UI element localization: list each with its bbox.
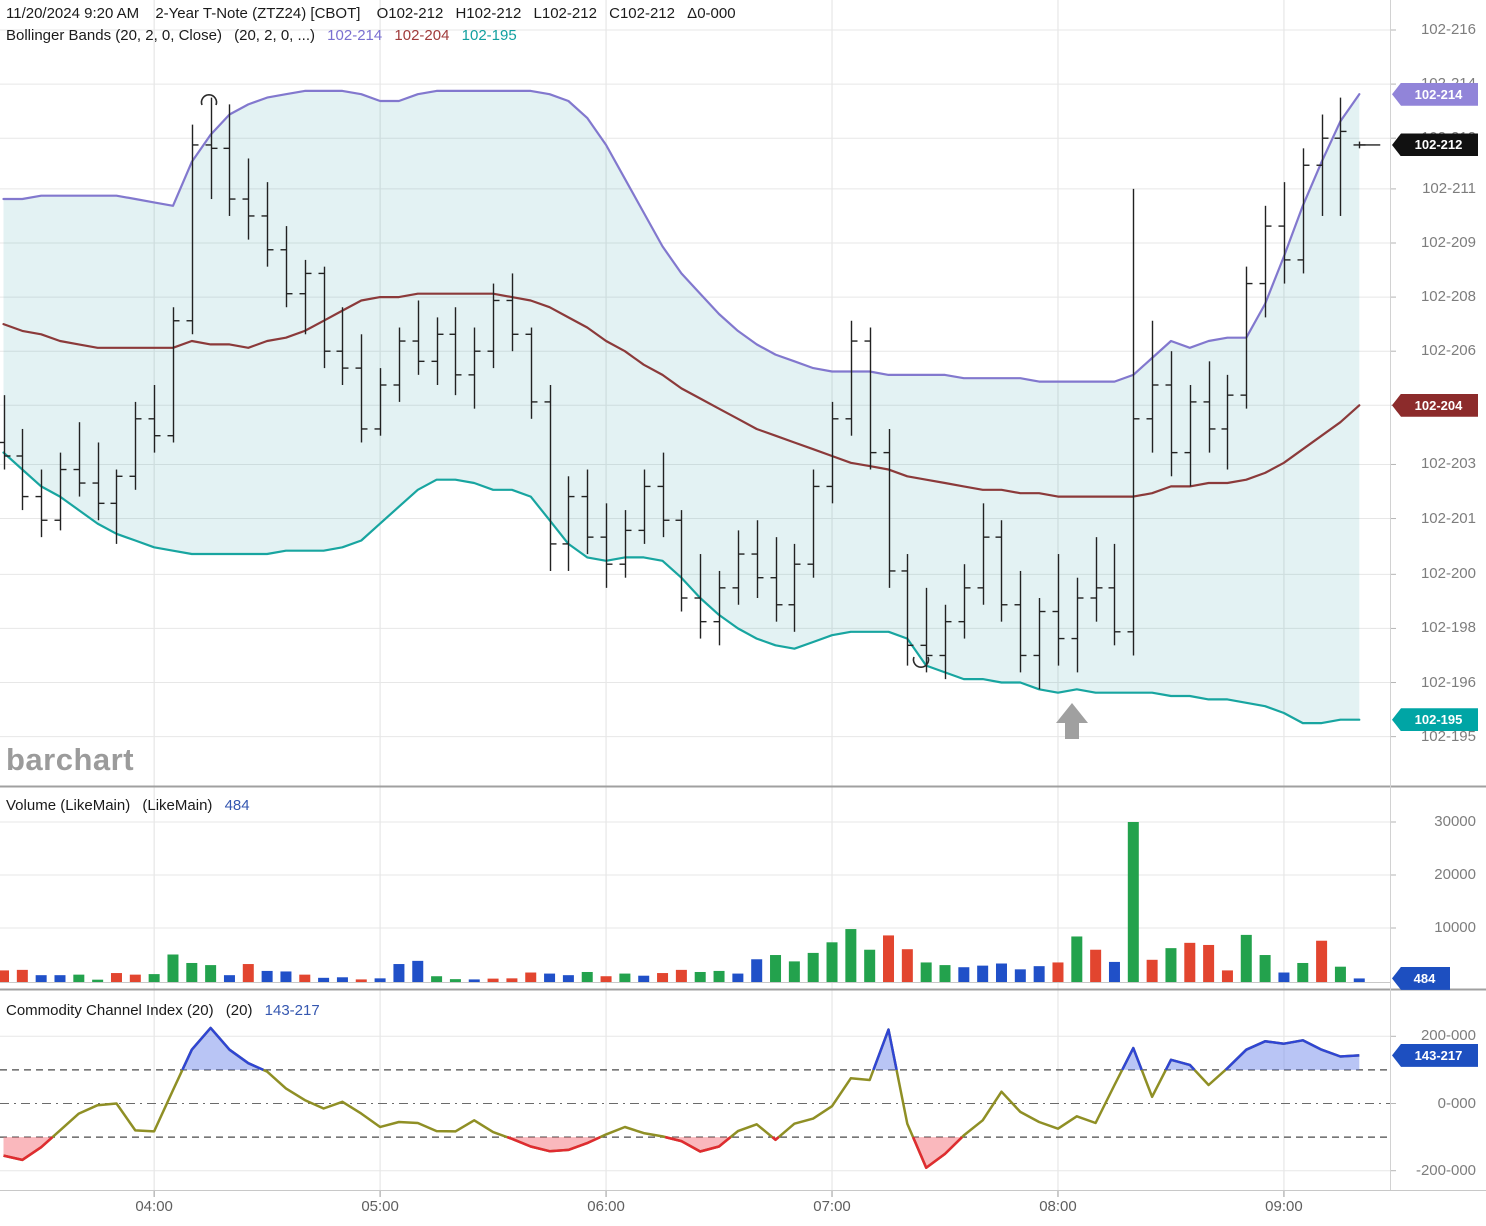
price-axis-label: 102-198 [1420, 619, 1476, 637]
price-axis-label: 102-200 [1420, 565, 1476, 583]
axis-badge-102-195: 102-195 [1392, 708, 1478, 732]
bollinger-lower-value: 102-195 [461, 27, 517, 44]
bollinger-params: (20, 2, 0, ...) [234, 27, 315, 44]
time-axis-label: 09:00 [1265, 1198, 1303, 1215]
cci-params: (20) [225, 1002, 253, 1019]
axis-badge-484: 484 [1392, 966, 1450, 990]
volume-axis-label: 20000 [1434, 866, 1476, 883]
volume-params: (LikeMain) [142, 797, 213, 814]
cci-axis-label: 0-000 [1437, 1094, 1476, 1112]
volume-label[interactable]: Volume (LikeMain) [6, 797, 131, 814]
header-datetime: 11/20/2024 9:20 AM [6, 5, 140, 22]
volume-value: 484 [224, 797, 250, 814]
header-low: L102-212 [533, 5, 597, 22]
cci-axis-label: 200-000 [1420, 1027, 1476, 1045]
price-axis-label: 102-196 [1420, 673, 1476, 691]
price-axis-label: 102-211 [1422, 179, 1476, 197]
header-high: H102-212 [455, 5, 522, 22]
bollinger-upper-value: 102-214 [327, 27, 383, 44]
time-axis-label: 07:00 [813, 1198, 851, 1215]
price-axis-label: 102-208 [1420, 288, 1476, 306]
axis-badge-102-212: 102-212 [1392, 133, 1478, 157]
cci-label[interactable]: Commodity Channel Index (20) [6, 1002, 214, 1019]
price-axis-label: 102-195 [1420, 727, 1476, 745]
time-axis-label: 08:00 [1039, 1198, 1077, 1215]
volume-axis-label: 30000 [1434, 813, 1476, 830]
time-axis-label: 06:00 [587, 1198, 625, 1215]
time-axis-label: 04:00 [135, 1198, 173, 1215]
volume-panel-label: Volume (LikeMain) (LikeMain) 484 [6, 797, 258, 814]
cci-axis-label: -200-000 [1415, 1161, 1476, 1179]
time-axis-label: 05:00 [361, 1198, 399, 1215]
barchart-watermark: barchart [6, 742, 135, 777]
bollinger-middle-value: 102-204 [394, 27, 450, 44]
price-axis-label: 102-206 [1420, 342, 1476, 360]
cci-value: 143-217 [264, 1002, 320, 1019]
price-axis-label: 102-203 [1420, 455, 1476, 473]
axis-badge-143-217: 143-217 [1392, 1043, 1478, 1067]
axis-badge-102-214: 102-214 [1392, 82, 1478, 106]
volume-axis-label: 10000 [1434, 919, 1476, 936]
indicator-header: Bollinger Bands (20, 2, 0, Close) (20, 2… [6, 27, 525, 44]
price-axis-label: 102-216 [1420, 21, 1476, 38]
price-axis-label: 102-209 [1420, 233, 1476, 251]
header-close: C102-212 [609, 5, 675, 22]
cci-panel-label: Commodity Channel Index (20) (20) 143-21… [6, 1002, 328, 1019]
chart-header: 11/20/2024 9:20 AM 2-Year T-Note (ZTZ24)… [6, 5, 744, 22]
header-change: Δ0-000 [687, 5, 736, 22]
header-symbol: 2-Year T-Note (ZTZ24) [CBOT] [155, 5, 361, 22]
header-open: O102-212 [376, 5, 444, 22]
bollinger-label[interactable]: Bollinger Bands (20, 2, 0, Close) [6, 27, 222, 44]
axis-badge-102-204: 102-204 [1392, 393, 1478, 417]
price-axis-label: 102-201 [1420, 509, 1476, 527]
